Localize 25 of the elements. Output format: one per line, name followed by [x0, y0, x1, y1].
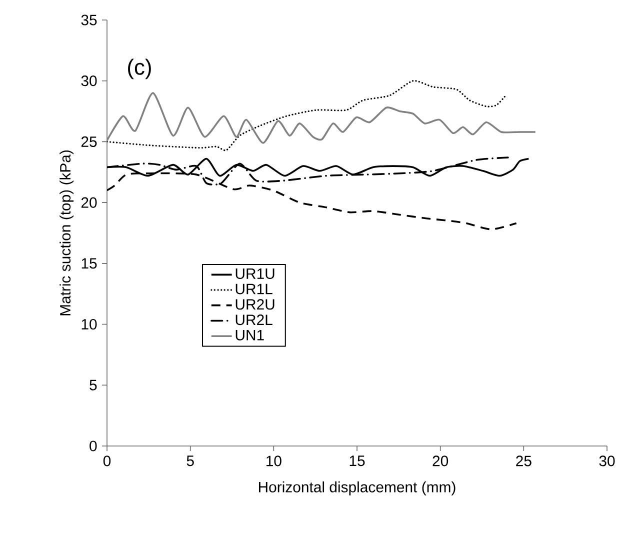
- x-tick-label: 20: [432, 456, 448, 466]
- y-tick-label: 20: [81, 197, 97, 208]
- legend-label: UR1U: [236, 268, 274, 279]
- legend-label: UR1L: [236, 284, 272, 294]
- x-tick-label: 5: [186, 456, 194, 466]
- x-tick-label: 30: [599, 456, 615, 466]
- y-tick-label: 10: [82, 318, 97, 330]
- y-tick-label: 5: [90, 380, 97, 390]
- legend-label: UR2L: [236, 314, 272, 326]
- legend-label: UN1: [236, 330, 264, 340]
- x-axis-title: Horizontal displacement (mm): [258, 481, 456, 496]
- x-tick-label: 15: [350, 456, 365, 466]
- x-tick-label: 10: [266, 456, 282, 466]
- y-tick-label: 30: [81, 76, 97, 86]
- legend-label: UR2U: [236, 299, 274, 310]
- y-tick-label: 25: [81, 136, 97, 147]
- annotation: (c): [128, 58, 151, 80]
- x-tick-label: 25: [516, 456, 532, 466]
- y-tick-label: 15: [82, 258, 97, 269]
- y-tick-label: 35: [81, 14, 97, 26]
- y-tick-label: 0: [90, 440, 97, 452]
- line-series: [107, 92, 536, 144]
- y-axis-title: Matric suction (top) (kPa): [60, 150, 74, 316]
- line-series: [107, 80, 506, 152]
- x-tick-label: 0: [103, 456, 111, 466]
